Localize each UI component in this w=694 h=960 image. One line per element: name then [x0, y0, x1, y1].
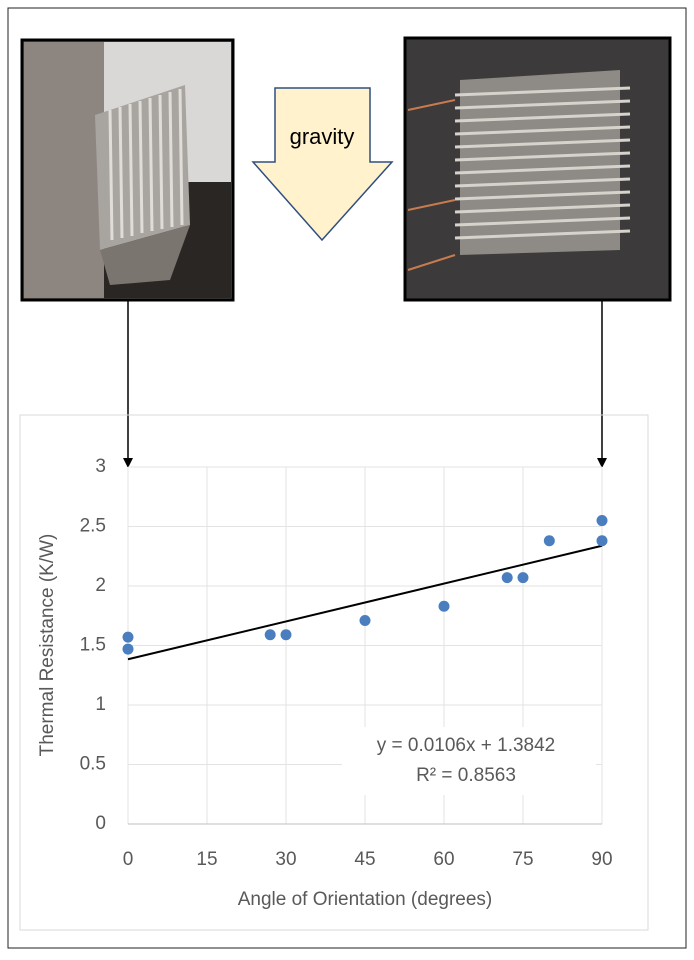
x-tick-label: 0 [123, 849, 134, 870]
figure: gravity Thermal Resistance (K/W) Angle o… [0, 0, 694, 955]
y-tick-label: 3 [95, 456, 106, 477]
x-axis-title: Angle of Orientation (degrees) [238, 889, 493, 910]
x-tick-label: 30 [275, 849, 296, 870]
y-axis-title: Thermal Resistance (K/W) [37, 534, 58, 757]
data-point [518, 572, 529, 583]
left-photo [22, 40, 233, 300]
data-point [265, 629, 276, 640]
data-point [502, 572, 513, 583]
x-tick-label: 90 [591, 849, 612, 870]
data-point [281, 629, 292, 640]
y-tick-label: 0.5 [80, 754, 106, 775]
y-tick-label: 2.5 [80, 516, 106, 537]
trendline-r-squared: R² = 0.8563 [416, 765, 516, 786]
x-tick-label: 15 [196, 849, 217, 870]
right-photo [405, 38, 670, 300]
data-point [597, 535, 608, 546]
data-point [123, 632, 134, 643]
data-point [360, 615, 371, 626]
y-tick-label: 1.5 [80, 635, 106, 656]
y-tick-label: 2 [95, 575, 106, 596]
gravity-label: gravity [290, 124, 355, 149]
y-tick-label: 0 [95, 813, 106, 834]
data-point [439, 601, 450, 612]
x-tick-label: 45 [354, 849, 375, 870]
x-tick-label: 60 [433, 849, 454, 870]
data-point [544, 535, 555, 546]
x-tick-label: 75 [512, 849, 533, 870]
trendline-equation: y = 0.0106x + 1.3842 [377, 735, 556, 756]
data-point [597, 515, 608, 526]
y-tick-label: 1 [95, 694, 106, 715]
data-point [123, 644, 134, 655]
